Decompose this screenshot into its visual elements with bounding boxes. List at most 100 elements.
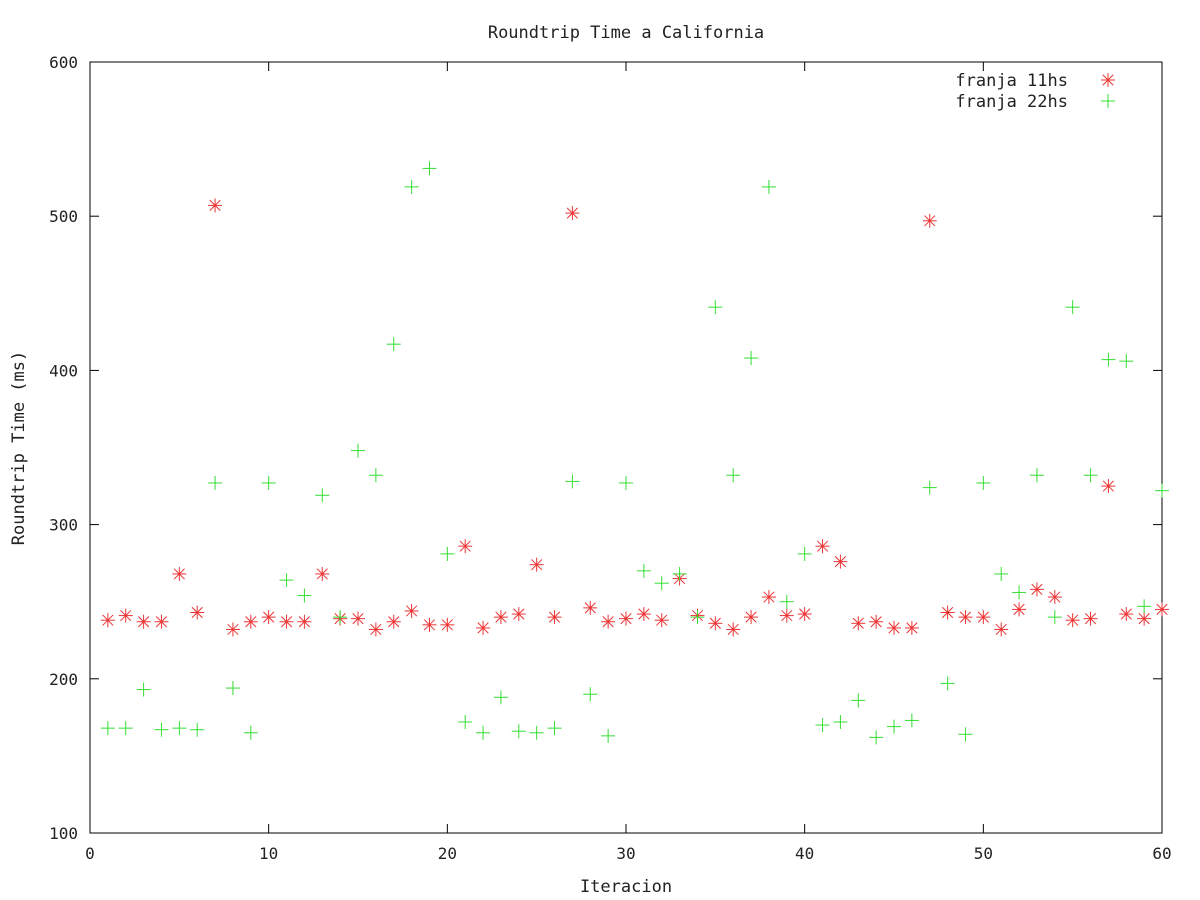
x-tick-label: 20 xyxy=(438,844,457,863)
franja-11hs-point xyxy=(315,566,330,581)
franja-11hs-point xyxy=(601,614,616,629)
x-tick-label: 60 xyxy=(1152,844,1171,863)
legend-label: franja 11hs xyxy=(955,71,1068,91)
franja-11hs-point xyxy=(976,610,991,625)
franja-11hs-point xyxy=(547,610,562,625)
franja-22hs-point xyxy=(619,475,633,490)
franja-11hs-point xyxy=(636,607,651,622)
franja-22hs-point xyxy=(1065,300,1080,315)
franja-22hs-point xyxy=(583,687,598,702)
franja-11hs-point xyxy=(440,617,455,632)
franja-22hs-point xyxy=(440,546,455,561)
franja-11hs-point xyxy=(493,610,508,625)
franja-22hs-point xyxy=(368,468,383,483)
franja-11hs-point xyxy=(476,620,491,635)
legend-marker xyxy=(1101,73,1115,87)
franja-22hs-point xyxy=(493,690,508,705)
franja-22hs-point xyxy=(815,718,830,733)
franja-11hs-point xyxy=(351,611,365,626)
franja-11hs-point xyxy=(1065,613,1080,628)
franja-22hs-point xyxy=(136,682,151,697)
franja-22hs-point xyxy=(404,179,419,194)
franja-11hs-point xyxy=(243,614,258,629)
franja-11hs-point xyxy=(511,607,526,622)
franja-22hs-point xyxy=(887,719,901,734)
franja-22hs-point xyxy=(744,351,759,366)
franja-11hs-point xyxy=(1012,602,1027,617)
franja-22hs-point xyxy=(190,722,205,737)
franja-11hs-point xyxy=(422,617,437,632)
franja-11hs-point xyxy=(654,613,669,628)
franja-11hs-point xyxy=(1101,479,1116,494)
franja-22hs-point xyxy=(261,475,276,490)
franja-22hs-point xyxy=(940,676,955,691)
plot-frame xyxy=(89,61,1163,834)
franja-11hs-point xyxy=(940,605,955,620)
franja-22hs-point xyxy=(351,443,365,458)
franja-22hs-point xyxy=(333,610,348,625)
franja-11hs-point xyxy=(190,605,205,620)
franja-22hs-point xyxy=(761,179,776,194)
franja-11hs-point xyxy=(279,614,294,629)
franja-11hs-point xyxy=(404,603,419,618)
franja-22hs-point xyxy=(315,488,330,503)
franja-22hs-point xyxy=(690,610,705,625)
franja-11hs-point xyxy=(851,616,866,631)
legend-marker xyxy=(1101,94,1115,108)
franja-11hs-point xyxy=(368,622,383,637)
franja-11hs-point xyxy=(922,213,937,228)
franja-22hs-point xyxy=(958,727,973,742)
franja-22hs-point xyxy=(172,721,187,736)
franja-22hs-point xyxy=(654,576,669,591)
franja-22hs-point xyxy=(118,721,133,736)
franja-11hs-point xyxy=(833,554,848,569)
y-tick-label: 500 xyxy=(49,207,78,226)
series-1 xyxy=(100,198,1169,637)
franja-22hs-point xyxy=(386,337,401,352)
franja-22hs-point xyxy=(1155,483,1169,498)
franja-11hs-point xyxy=(1119,607,1134,622)
series-2 xyxy=(100,161,1169,745)
franja-22hs-point xyxy=(601,728,616,743)
franja-22hs-point xyxy=(422,161,437,176)
franja-11hs-point xyxy=(458,539,473,554)
x-tick-label: 10 xyxy=(259,844,278,863)
franja-22hs-point xyxy=(1047,610,1062,625)
franja-22hs-point xyxy=(1029,468,1044,483)
franja-22hs-point xyxy=(225,681,240,696)
y-axis-title: Roundtrip Time (ms) xyxy=(9,351,29,545)
franja-22hs-point xyxy=(797,546,812,561)
franja-11hs-point xyxy=(583,600,598,615)
franja-11hs-point xyxy=(1047,590,1062,605)
legend-label: franja 22hs xyxy=(955,92,1068,112)
y-tick-label: 200 xyxy=(49,670,78,689)
franja-22hs-point xyxy=(297,588,312,603)
franja-22hs-point xyxy=(1137,599,1152,614)
franja-11hs-point xyxy=(1083,611,1098,626)
franja-22hs-point xyxy=(1119,354,1134,369)
chart-title: Roundtrip Time a California xyxy=(488,23,764,43)
x-tick-label: 40 xyxy=(795,844,814,863)
x-tick-label: 50 xyxy=(974,844,993,863)
franja-22hs-point xyxy=(458,714,473,729)
franja-11hs-point xyxy=(708,616,723,631)
franja-22hs-point xyxy=(279,573,294,588)
franja-22hs-point xyxy=(243,725,258,740)
franja-22hs-point xyxy=(851,693,866,708)
franja-11hs-point xyxy=(761,590,776,605)
franja-22hs-point xyxy=(1101,352,1116,367)
franja-22hs-point xyxy=(726,468,741,483)
franja-22hs-point xyxy=(154,722,169,737)
y-tick-label: 600 xyxy=(49,53,78,72)
data-points xyxy=(100,161,1169,745)
y-tick-label: 300 xyxy=(49,516,78,535)
franja-11hs-point xyxy=(726,622,741,637)
franja-22hs-point xyxy=(511,724,526,739)
axis-ticks: 0 10 20 30 40 50 60 100 200 300 400 500 600 xyxy=(49,53,1172,863)
franja-11hs-point xyxy=(779,608,794,623)
franja-22hs-point xyxy=(976,475,991,490)
franja-11hs-point xyxy=(1137,611,1152,626)
franja-11hs-point xyxy=(225,622,240,637)
franja-11hs-point xyxy=(744,610,759,625)
